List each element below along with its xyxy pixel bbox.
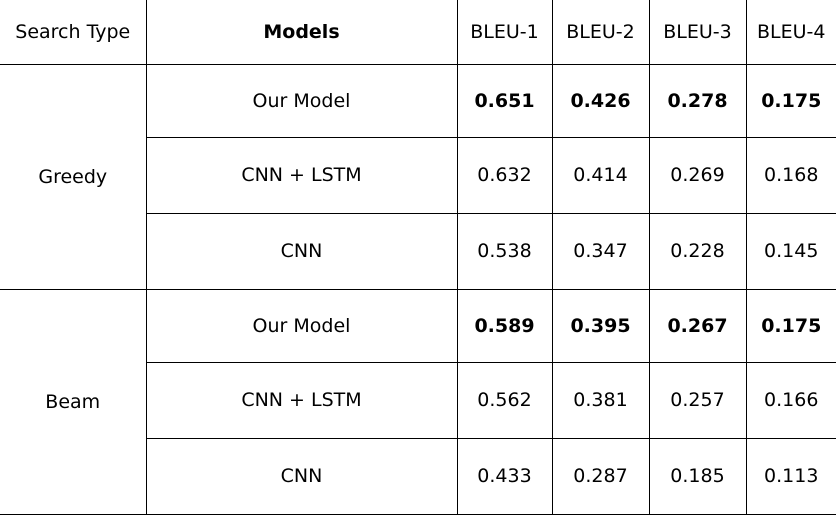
bleu-2-value-cell: 0.347: [552, 213, 650, 290]
bleu-4-value-cell: 0.175: [746, 64, 836, 138]
table-row: CNN 0.433 0.287 0.185 0.113: [0, 438, 836, 515]
bleu-3-value-cell: 0.185: [649, 438, 747, 515]
bleu-1-value-cell: 0.589: [457, 289, 553, 363]
bleu-1-value-cell: 0.433: [457, 438, 553, 515]
model-name-cell: Our Model: [146, 64, 458, 138]
bleu-2-value-cell: 0.414: [552, 137, 650, 214]
bleu-2-value-cell: 0.287: [552, 438, 650, 515]
bleu-3-value-cell: 0.269: [649, 137, 747, 214]
bleu-2-value-cell: 0.395: [552, 289, 650, 363]
bleu-4-value-cell: 0.113: [746, 438, 836, 515]
header-row: Search Type Models BLEU-1 BLEU-2 BLEU-3 …: [0, 0, 836, 65]
header-bleu-4: BLEU-4: [746, 0, 836, 65]
bleu-2-value-cell: 0.381: [552, 362, 650, 439]
bleu-2-value-cell: 0.426: [552, 64, 650, 138]
model-name-cell: Our Model: [146, 289, 458, 363]
bleu-4-value-cell: 0.145: [746, 213, 836, 290]
header-bleu-2: BLEU-2: [552, 0, 650, 65]
bleu-1-value-cell: 0.562: [457, 362, 553, 439]
table-row: Beam Our Model 0.589 0.395 0.267 0.175: [0, 289, 836, 515]
bleu-3-value-cell: 0.257: [649, 362, 747, 439]
table-row: Greedy Our Model 0.651 0.426 0.278 0.175: [0, 64, 836, 290]
header-bleu-1: BLEU-1: [457, 0, 553, 65]
model-name-cell: CNN: [146, 438, 458, 515]
bleu-3-value-cell: 0.278: [649, 64, 747, 138]
bleu-1-value-cell: 0.651: [457, 64, 553, 138]
table-row: CNN 0.538 0.347 0.228 0.145: [0, 213, 836, 290]
bleu-4-value-cell: 0.168: [746, 137, 836, 214]
bleu-4-value-cell: 0.166: [746, 362, 836, 439]
bleu-3-value-cell: 0.267: [649, 289, 747, 363]
bleu-4-value-cell: 0.175: [746, 289, 836, 363]
header-bleu-3: BLEU-3: [649, 0, 747, 65]
table-row: CNN + LSTM 0.632 0.414 0.269 0.168: [0, 137, 836, 214]
search-type-cell: Greedy: [0, 64, 147, 290]
table-body: Greedy Our Model 0.651 0.426 0.278 0.175 CNN +…: [0, 64, 836, 515]
bleu-1-value-cell: 0.538: [457, 213, 553, 290]
bleu-3-value-cell: 0.228: [649, 213, 747, 290]
search-type-cell: Beam: [0, 289, 147, 515]
bleu-1-value-cell: 0.632: [457, 137, 553, 214]
model-name-cell: CNN + LSTM: [146, 362, 458, 439]
header-models: Models: [146, 0, 458, 65]
model-name-cell: CNN + LSTM: [146, 137, 458, 214]
model-name-cell: CNN: [146, 213, 458, 290]
header-search-type: Search Type: [0, 0, 147, 65]
table-row: CNN + LSTM 0.562 0.381 0.257 0.166: [0, 362, 836, 439]
